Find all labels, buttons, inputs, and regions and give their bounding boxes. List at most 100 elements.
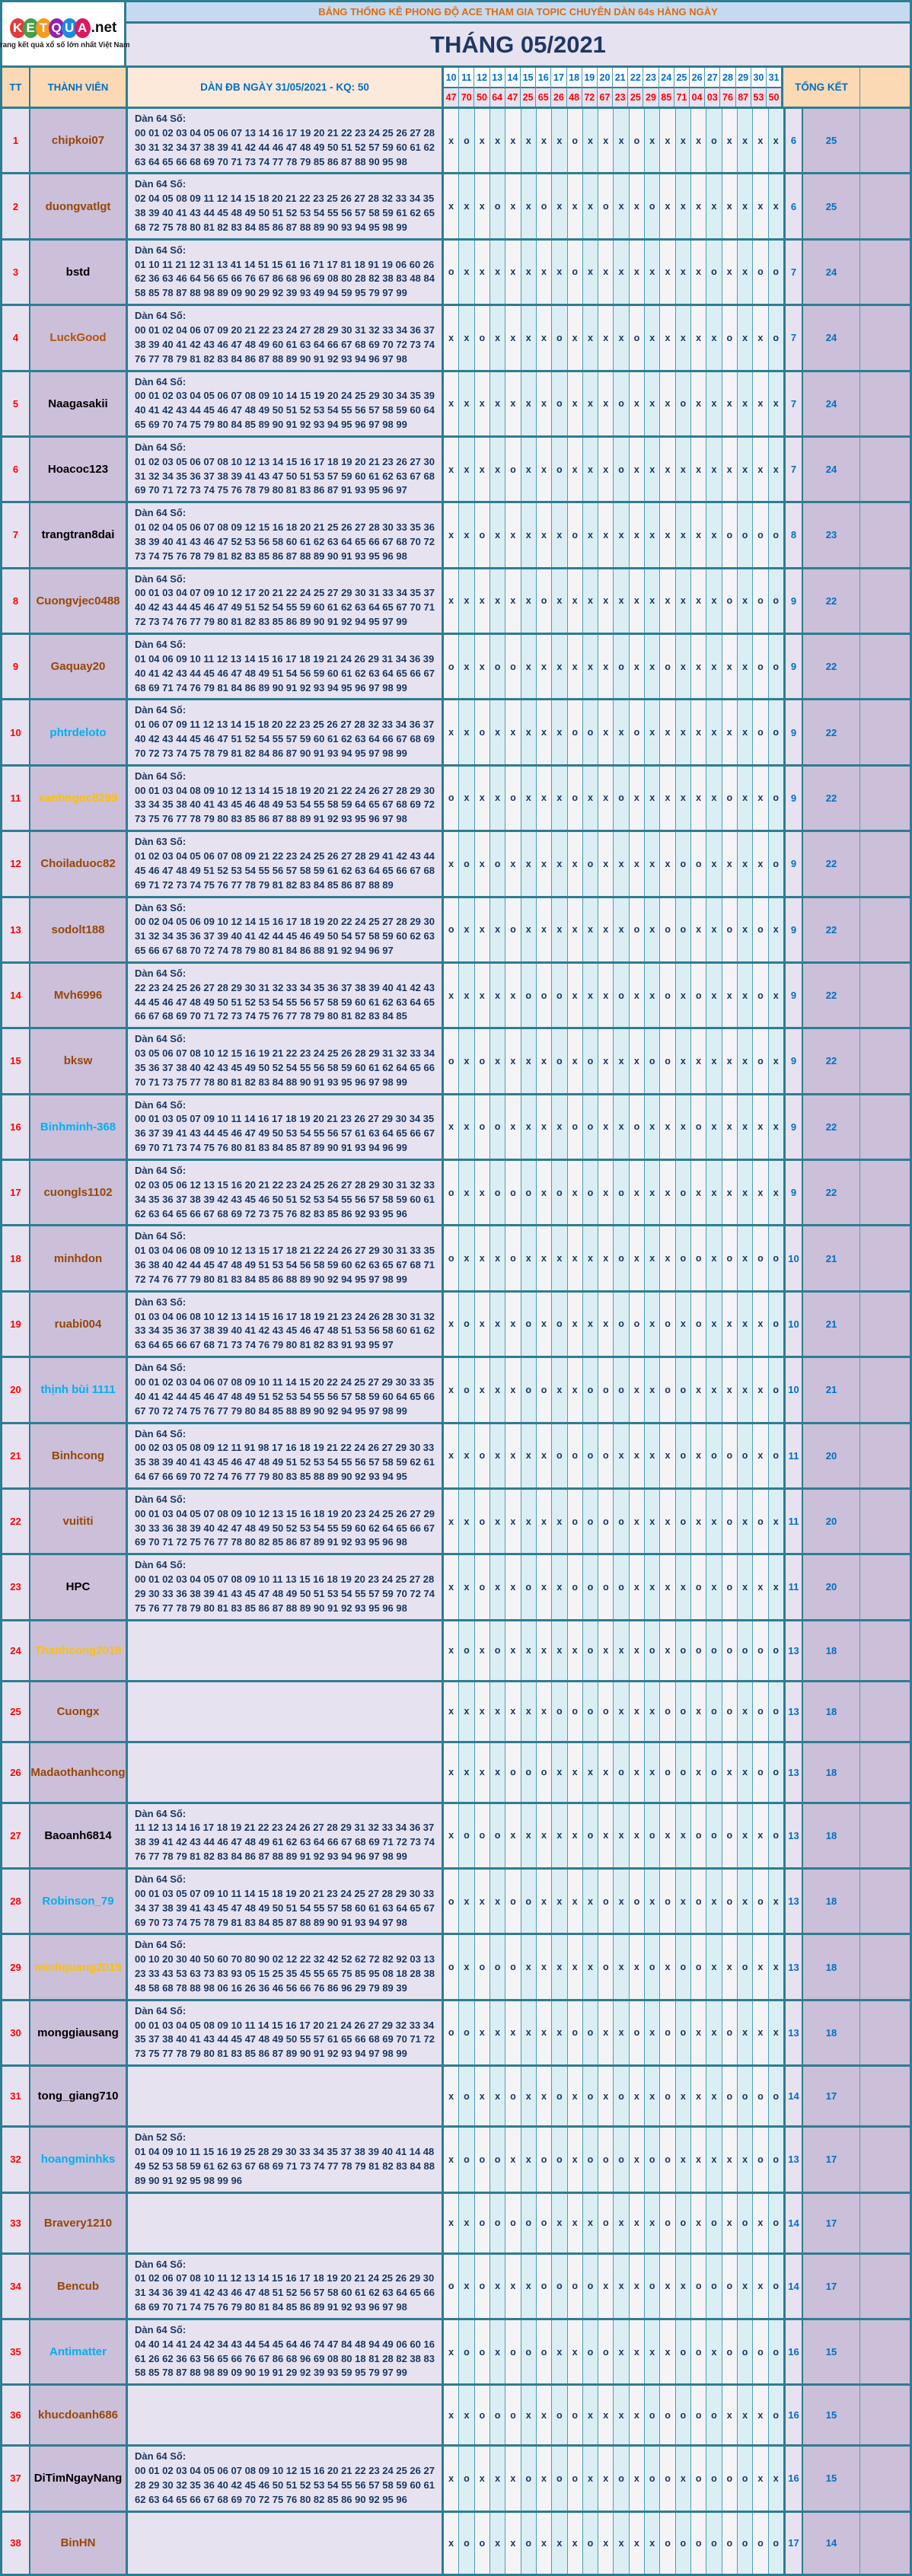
day-mark: x	[521, 503, 537, 567]
day-mark: x	[691, 569, 707, 633]
day-mark: x	[582, 371, 599, 435]
day-mark: o	[459, 2067, 475, 2126]
day-mark: o	[660, 1292, 676, 1357]
day-mark: o	[691, 1935, 707, 1999]
day-mark: o	[629, 1292, 646, 1357]
day-mark: o	[722, 1803, 738, 1867]
day-mark: o	[489, 1161, 506, 1225]
day-mark: x	[459, 635, 475, 699]
day-mark: o	[753, 569, 769, 633]
member-rank: 4	[2, 306, 30, 370]
member-rank: 16	[2, 1095, 30, 1159]
day-mark: x	[552, 1935, 568, 1999]
member-rank: 33	[2, 2193, 30, 2252]
dan-title: Dàn 64 Số:	[135, 441, 187, 453]
day-mark: o	[768, 1621, 783, 1680]
day-mark: x	[737, 1742, 754, 1802]
day-mark: o	[675, 1358, 691, 1422]
day-mark: x	[489, 2254, 506, 2318]
day-mark: x	[521, 1489, 537, 1554]
day-mark: x	[459, 1742, 475, 1802]
day-mark: x	[706, 832, 722, 896]
total-spacer	[859, 1621, 910, 1680]
day-mark: x	[614, 569, 630, 633]
total-win: 22	[803, 766, 859, 831]
header-total-extra	[859, 68, 910, 107]
day-mark: x	[474, 635, 490, 699]
logo-letter-Q: Q	[48, 18, 65, 38]
day-mark: x	[691, 371, 707, 435]
total-win: 22	[803, 569, 859, 633]
day-mark: x	[706, 1161, 722, 1225]
day-mark: o	[489, 832, 506, 896]
day-mark: x	[645, 1423, 661, 1487]
day-column-header: 22 25	[628, 68, 644, 107]
day-mark: o	[645, 1621, 661, 1680]
day-kq-result: 25	[628, 88, 643, 107]
table-row: 28 Robinson_79 Dàn 64 Số: 00 01 03 05 07 09…	[2, 1870, 910, 1936]
day-mark: x	[459, 174, 475, 238]
day-mark: x	[660, 1095, 676, 1159]
table-row: 18 minhdon Dàn 64 Số: 01 03 04 06 08 09 10 …	[2, 1226, 910, 1293]
day-mark: o	[552, 963, 568, 1028]
member-name: xanhngoc8299	[30, 766, 128, 831]
member-name: Bencub	[30, 2254, 128, 2318]
day-mark: x	[737, 109, 754, 173]
day-mark: x	[489, 503, 506, 567]
day-mark: x	[444, 1803, 460, 1867]
day-mark: o	[521, 1870, 537, 1934]
day-mark: x	[629, 2319, 646, 2384]
day-mark: o	[629, 897, 646, 961]
day-mark: o	[474, 1423, 490, 1487]
day-kq-result: 04	[690, 88, 705, 107]
day-mark: x	[582, 897, 599, 961]
day-mark: x	[706, 1029, 722, 1093]
day-mark: o	[629, 700, 646, 764]
day-mark: x	[598, 1621, 614, 1680]
day-mark: o	[675, 2512, 691, 2574]
day-mark: o	[660, 635, 676, 699]
member-name: duongvatlgt	[30, 174, 128, 238]
day-mark: x	[629, 832, 646, 896]
day-mark: x	[489, 1870, 506, 1934]
day-mark: x	[645, 569, 661, 633]
day-mark: x	[629, 503, 646, 567]
table-row: 15 bksw Dàn 64 Số: 03 05 06 07 08 10 12 15 …	[2, 1029, 910, 1095]
day-mark: x	[737, 1292, 754, 1357]
day-mark: o	[598, 2319, 614, 2384]
total-miss: 13	[783, 1682, 803, 1741]
day-mark: x	[552, 1555, 568, 1619]
member-dan-cell: Dàn 52 Số: 01 04 09 10 11 15 16 19 25 28 …	[128, 2128, 444, 2192]
member-name: Hoacoc123	[30, 437, 128, 502]
day-column-header: 28 76	[720, 68, 736, 107]
member-name: phtrdeloto	[30, 700, 128, 764]
day-mark: x	[660, 306, 676, 370]
total-spacer	[859, 1358, 910, 1422]
total-win: 20	[803, 1423, 859, 1487]
member-name: Gaquay20	[30, 635, 128, 699]
day-kq-result: 29	[643, 88, 658, 107]
day-column-header: 18 48	[566, 68, 582, 107]
day-mark: x	[675, 503, 691, 567]
total-miss: 16	[783, 2447, 803, 2511]
day-mark: o	[474, 2254, 490, 2318]
day-mark: x	[753, 437, 769, 502]
day-mark: x	[753, 832, 769, 896]
day-mark: o	[706, 2193, 722, 2252]
total-spacer	[859, 306, 910, 370]
day-mark: x	[722, 371, 738, 435]
day-mark: o	[614, 2128, 630, 2192]
day-mark: x	[459, 2386, 475, 2445]
day-mark: o	[614, 371, 630, 435]
day-mark: x	[536, 1095, 553, 1159]
day-mark: x	[444, 1095, 460, 1159]
dan-title: Dàn 64 Số:	[135, 1559, 187, 1571]
day-mark: x	[598, 2001, 614, 2065]
